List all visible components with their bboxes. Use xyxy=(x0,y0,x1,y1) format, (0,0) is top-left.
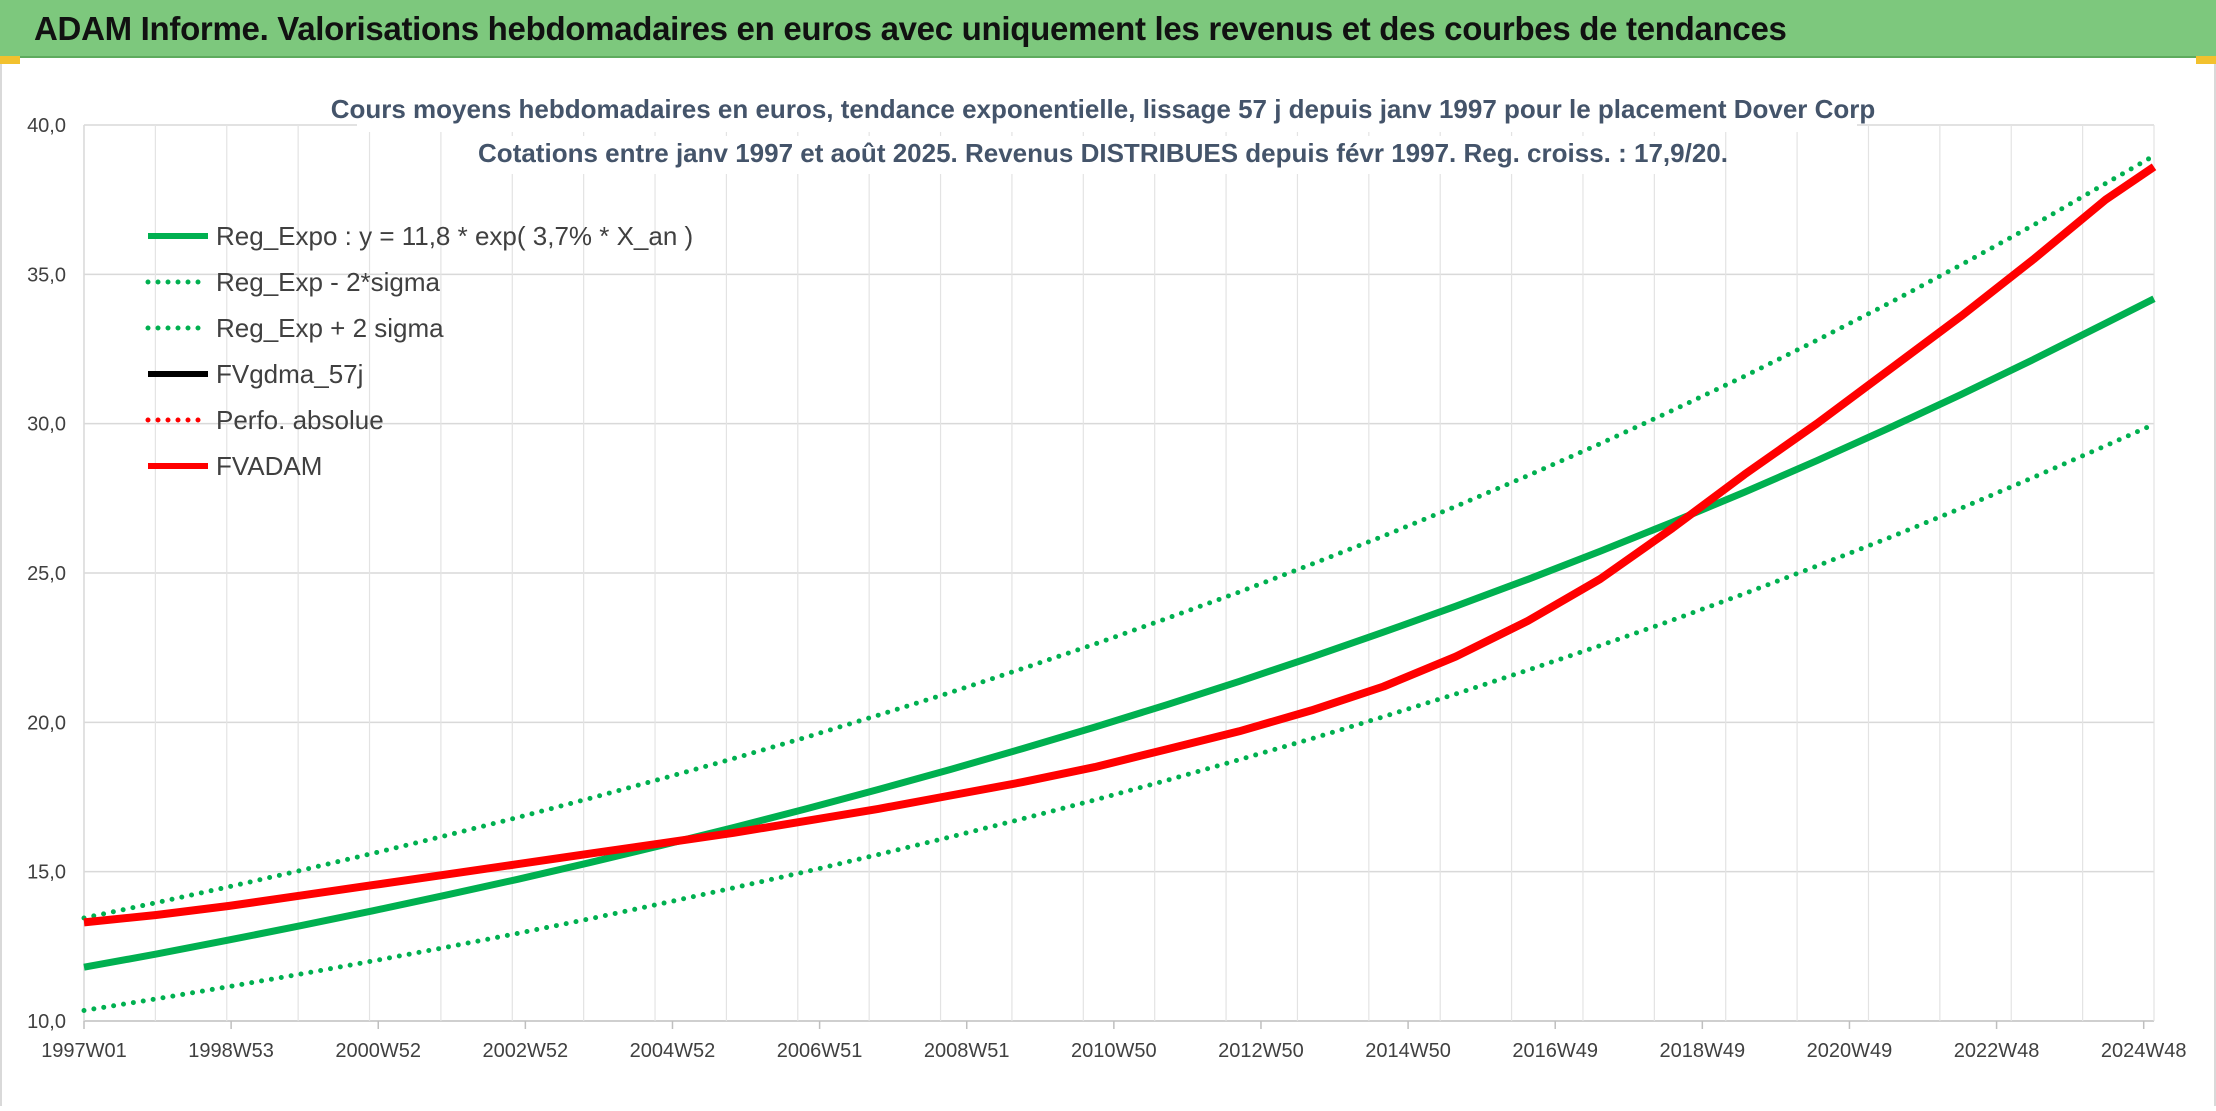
series-line-0 xyxy=(83,295,2156,971)
grid-layer xyxy=(83,124,2155,1022)
x-tick-label: 2000W52 xyxy=(335,1040,421,1062)
y-tick-label: 20,0 xyxy=(27,712,66,734)
subtitle-backdrop xyxy=(497,136,1717,174)
y-tick-label: 15,0 xyxy=(27,862,66,884)
x-tick-label: 2012W50 xyxy=(1218,1040,1304,1062)
x-tick-label: 2008W51 xyxy=(924,1040,1010,1062)
y-tick-label: 30,0 xyxy=(27,414,66,436)
legend-label-5: FVADAM xyxy=(216,451,322,481)
series-line-1 xyxy=(81,421,2157,1013)
y-tick-label: 40,0 xyxy=(27,115,66,137)
x-tick-label: 2010W50 xyxy=(1071,1040,1157,1062)
legend-label-1: Reg_Exp - 2*sigma xyxy=(216,267,441,297)
title-layer: Cours moyens hebdomadaires en euros, ten… xyxy=(331,92,1876,174)
x-tick-label: 2014W50 xyxy=(1365,1040,1451,1062)
legend: Reg_Expo : y = 11,8 * exp( 3,7% * X_an )… xyxy=(145,221,693,481)
report-banner: ADAM Informe. Valorisations hebdomadaire… xyxy=(0,0,2216,58)
report-title: ADAM Informe. Valorisations hebdomadaire… xyxy=(34,10,1787,47)
series-layer xyxy=(81,153,2157,1013)
corner-marker-left xyxy=(0,56,20,64)
series-line-2 xyxy=(81,153,2157,921)
x-tick-label: 2020W49 xyxy=(1807,1040,1893,1062)
tick-layer: 40,0 35,0 30,0 25,0 20,0 15,0 10,0 1997W01 1998W… xyxy=(27,115,2186,1062)
chart-title: Cours moyens hebdomadaires en euros, ten… xyxy=(331,94,1876,124)
y-tick-label: 10,0 xyxy=(27,1011,66,1033)
x-tick-label: 2018W49 xyxy=(1660,1040,1746,1062)
title-backdrop xyxy=(357,92,1857,132)
y-tick-label: 25,0 xyxy=(27,563,66,585)
x-tick-label: 2004W52 xyxy=(630,1040,716,1062)
y-tick-label: 35,0 xyxy=(27,264,66,286)
x-tick-label: 1998W53 xyxy=(188,1040,274,1062)
legend-label-3: FVgdma_57j xyxy=(216,359,363,389)
corner-marker-right xyxy=(2196,56,2216,64)
x-tick-label: 2006W51 xyxy=(777,1040,863,1062)
x-tick-label: 2024W48 xyxy=(2101,1040,2187,1062)
legend-label-2: Reg_Exp + 2 sigma xyxy=(216,313,444,343)
legend-label-4: Perfo. absolue xyxy=(216,405,384,435)
x-tick-label: 2016W49 xyxy=(1512,1040,1598,1062)
chart-subtitle: Cotations entre janv 1997 et août 2025. … xyxy=(478,138,1728,168)
series-line-5 xyxy=(83,163,2157,927)
x-tick-label: 2022W48 xyxy=(1954,1040,2040,1062)
x-tick-label: 1997W01 xyxy=(41,1040,127,1062)
legend-label-0: Reg_Expo : y = 11,8 * exp( 3,7% * X_an ) xyxy=(216,221,693,251)
chart-svg: 40,0 35,0 30,0 25,0 20,0 15,0 10,0 1997W01 1998W… xyxy=(27,92,2187,1062)
chart-frame: 40,0 35,0 30,0 25,0 20,0 15,0 10,0 1997W01 1998W… xyxy=(0,64,2216,1106)
x-tick-label: 2002W52 xyxy=(483,1040,569,1062)
